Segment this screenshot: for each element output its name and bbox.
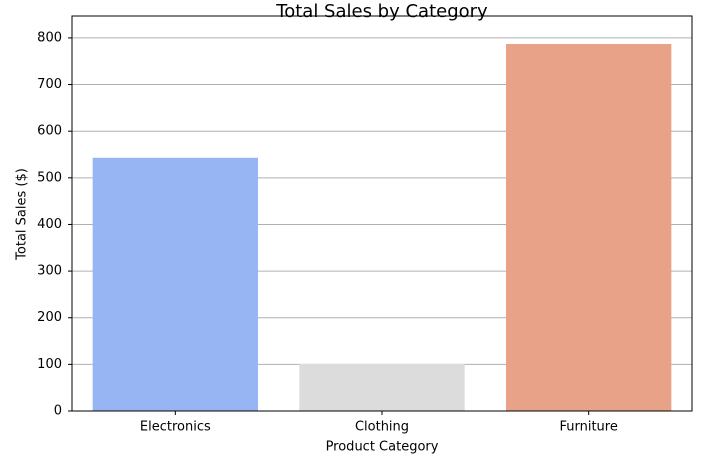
- y-tick-label: 600: [37, 124, 62, 139]
- x-axis-label: Product Category: [326, 440, 439, 455]
- x-tick-label: Furniture: [559, 420, 617, 435]
- plot-frame: [71, 15, 693, 412]
- y-axis-label: Total Sales ($): [15, 168, 30, 261]
- x-tick-label: Clothing: [355, 420, 409, 435]
- y-tick-label: 400: [37, 217, 62, 232]
- chart-title: Total Sales by Category: [275, 1, 488, 22]
- y-tick-label: 800: [37, 30, 62, 45]
- bar: [506, 43, 672, 411]
- y-tick-label: 700: [37, 77, 62, 92]
- y-tick-label: 500: [37, 170, 62, 185]
- bar: [299, 363, 465, 411]
- y-tick-label: 100: [37, 357, 62, 372]
- x-tick-label: Electronics: [140, 420, 211, 435]
- y-tick-label: 0: [54, 404, 62, 419]
- y-tick-label: 300: [37, 264, 62, 279]
- bar: [92, 157, 259, 411]
- y-tick-label: 200: [37, 310, 62, 325]
